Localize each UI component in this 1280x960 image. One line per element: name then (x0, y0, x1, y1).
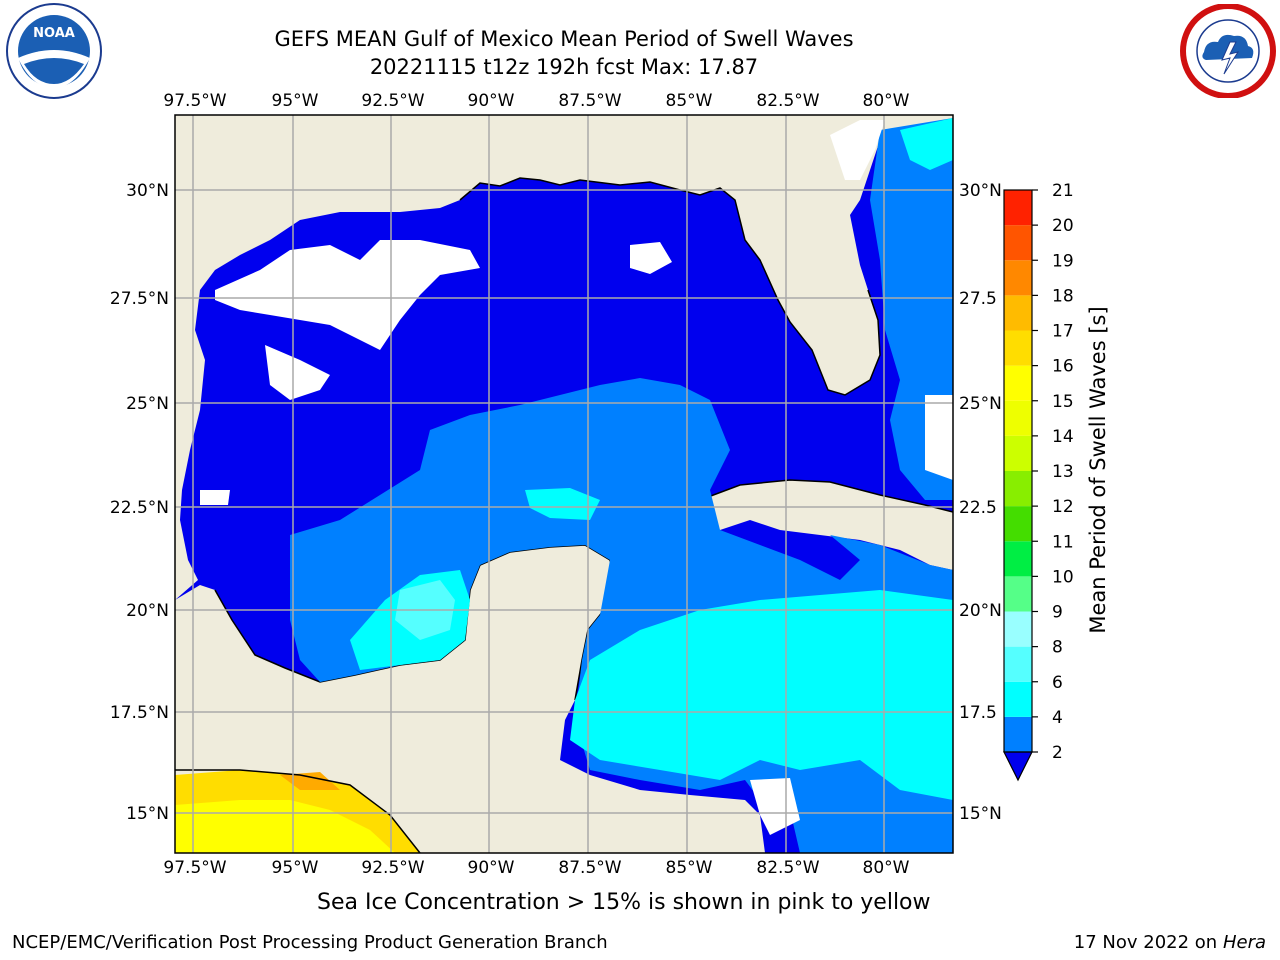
colorbar-segment (1004, 506, 1032, 542)
lon-label-bottom: 85°W (666, 858, 713, 878)
colorbar-tick-label: 4 (1052, 708, 1063, 728)
colorbar-segment (1004, 330, 1032, 366)
cuba-land (700, 480, 953, 570)
lat-label-right: 17.5 (959, 703, 997, 723)
lon-label-top: 90°W (468, 91, 515, 111)
colorbar-segment (1004, 576, 1032, 612)
nws-logo-icon (1180, 4, 1276, 98)
colorbar-extend-arrow (1003, 751, 1033, 782)
lon-label-bottom: 82.5°W (756, 858, 819, 878)
swell-field-4-6s-central (525, 488, 600, 520)
graticule (175, 115, 953, 853)
map-frame (174, 114, 954, 854)
colorbar-tick-label: 18 (1052, 286, 1074, 306)
colorbar-tick-label: 12 (1052, 497, 1074, 517)
colorbar: 2 4 6 8 9 10 11 12 13 14 15 16 17 18 19 20 21 (1003, 181, 1074, 782)
colorbar-tick-label: 21 (1052, 181, 1074, 201)
noaa-logo-icon: NOAA (6, 3, 102, 99)
lon-label-bottom: 97.5°W (163, 858, 226, 878)
colorbar-tick-label: 20 (1052, 216, 1074, 236)
lat-label-left: 15°N (126, 804, 169, 824)
lat-label-left: 17.5°N (110, 703, 169, 723)
lon-label-bottom: 95°W (272, 858, 319, 878)
lon-label-top: 97.5°W (163, 91, 226, 111)
colorbar-tick-label: 13 (1052, 462, 1074, 482)
colorbar-segment (1004, 681, 1032, 717)
footer-date: 17 Nov 2022 on Hera (1073, 932, 1266, 953)
lat-label-right: 15°N (959, 804, 1002, 824)
colorbar-segment (1004, 611, 1032, 647)
colorbar-segment (1004, 365, 1032, 401)
map-area: 97.5°W 97.5°W 95°W 95°W 92.5°W 92.5°W 90°W 90°W… (110, 91, 1002, 878)
lat-label-right: 22.5 (959, 498, 997, 518)
chart-title: GEFS MEAN Gulf of Mexico Mean Period of … (274, 27, 854, 51)
colorbar-segment (1004, 295, 1032, 331)
lon-label-top: 92.5°W (361, 91, 424, 111)
footer-credit: NCEP/EMC/Verification Post Processing Pr… (12, 932, 608, 953)
noaa-logo-text: NOAA (33, 26, 75, 41)
colorbar-segment (1004, 190, 1032, 226)
colorbar-segment (1004, 646, 1032, 682)
lat-label-right: 20°N (959, 601, 1002, 621)
colorbar-tick-label: 8 (1052, 638, 1063, 658)
colorbar-label: Mean Period of Swell Waves [s] (1086, 306, 1110, 633)
colorbar-segment (1004, 400, 1032, 436)
us-land (175, 115, 953, 600)
colorbar-tick-label: 19 (1052, 251, 1074, 271)
lat-label-left: 25°N (126, 394, 169, 414)
footer-host: Hera (1222, 932, 1266, 953)
lon-label-bottom: 92.5°W (361, 858, 424, 878)
colorbar-segment (1004, 260, 1032, 296)
lat-label-left: 22.5°N (110, 498, 169, 518)
lat-label-left: 30°N (126, 181, 169, 201)
colorbar-tick-label: 17 (1052, 322, 1074, 342)
lat-label-right: 27.5 (959, 289, 997, 309)
colorbar-tick-label: 2 (1052, 743, 1063, 763)
lon-label-bottom: 80°W (863, 858, 910, 878)
lon-label-top: 95°W (272, 91, 319, 111)
lon-label-top: 82.5°W (756, 91, 819, 111)
colorbar-segment (1004, 225, 1032, 261)
colorbar-tick-label: 15 (1052, 392, 1074, 412)
colorbar-tick-label: 9 (1052, 603, 1063, 623)
lat-label-left: 27.5°N (110, 289, 169, 309)
lon-label-top: 85°W (666, 91, 713, 111)
sea-ice-caption: Sea Ice Concentration > 15% is shown in … (317, 890, 931, 915)
chart-subtitle: 20221115 t12z 192h fcst Max: 17.87 (369, 55, 759, 79)
lat-label-right: 30°N (959, 181, 1002, 201)
lon-label-bottom: 87.5°W (558, 858, 621, 878)
lat-label-left: 20°N (126, 601, 169, 621)
colorbar-segment (1004, 541, 1032, 577)
colorbar-tick-label: 11 (1052, 532, 1074, 552)
lat-label-right: 25°N (959, 394, 1002, 414)
lon-label-top: 80°W (863, 91, 910, 111)
colorbar-tick-label: 16 (1052, 357, 1074, 377)
colorbar-tick-label: 14 (1052, 427, 1074, 447)
swell-field-4-6s-east (900, 118, 953, 170)
colorbar-tick-label: 6 (1052, 673, 1063, 693)
swell-field-4-6s (570, 590, 953, 800)
lon-label-top: 87.5°W (558, 91, 621, 111)
colorbar-segment (1004, 471, 1032, 507)
colorbar-segment (1004, 435, 1032, 471)
lon-label-bottom: 90°W (468, 858, 515, 878)
colorbar-segment (1004, 716, 1032, 752)
colorbar-tick-label: 10 (1052, 567, 1074, 587)
